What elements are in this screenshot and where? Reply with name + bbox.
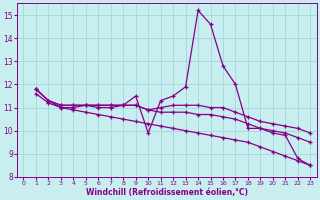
X-axis label: Windchill (Refroidissement éolien,°C): Windchill (Refroidissement éolien,°C) bbox=[86, 188, 248, 197]
